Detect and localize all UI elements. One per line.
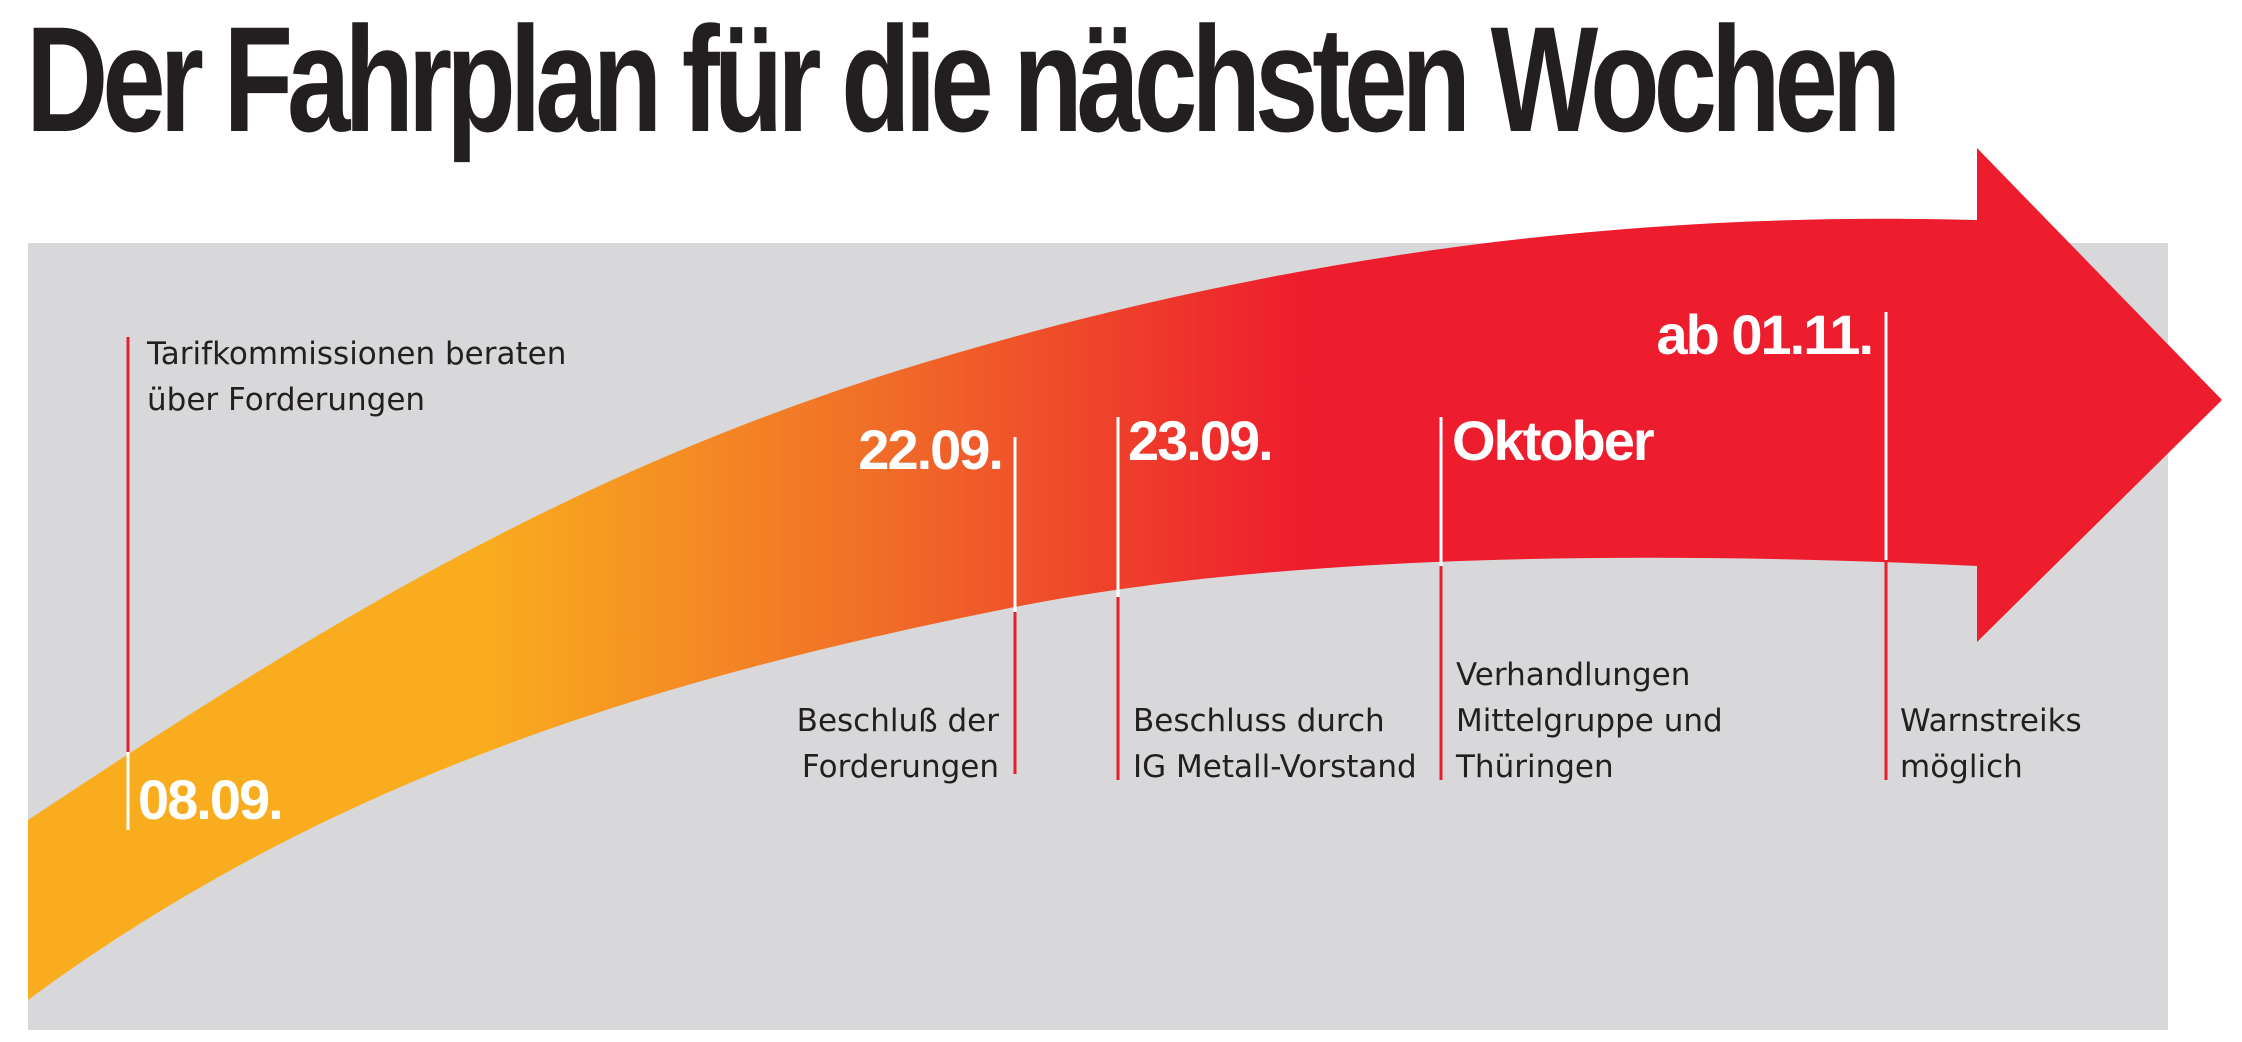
milestone-4-line-2: Mittelgruppe und <box>1456 703 1723 739</box>
milestone-2-date: 22.09. <box>858 418 1004 481</box>
milestone-3-date: 23.09. <box>1128 409 1274 472</box>
milestone-2-line-1: Beschluß der <box>796 703 999 739</box>
milestone-4-line-1: Verhandlungen <box>1456 657 1691 693</box>
milestone-1-line-2: über Forderungen <box>147 382 426 418</box>
milestone-5-line-2: möglich <box>1900 749 2023 785</box>
milestone-4-date: Oktober <box>1452 409 1655 472</box>
milestone-2-description: Beschluß der Forderungen <box>797 698 999 790</box>
milestone-3-line-2: IG Metall-Vorstand <box>1133 749 1417 785</box>
milestone-1-date: 08.09. <box>138 768 284 831</box>
milestone-5-description: Warnstreiks möglich <box>1900 698 2082 790</box>
milestone-4-description: Verhandlungen Mittelgruppe und Thüringen <box>1456 652 1723 790</box>
milestone-1-description: Tarifkommissionen beraten über Forderung… <box>147 331 566 423</box>
page-title: Der Fahrplan für die nächsten Wochen <box>26 0 1901 163</box>
milestone-4-line-3: Thüringen <box>1456 749 1614 785</box>
milestone-5-line-1: Warnstreiks <box>1900 703 2082 739</box>
milestone-2-line-2: Forderungen <box>801 749 999 785</box>
milestone-1-line-1: Tarifkommissionen beraten <box>147 336 567 372</box>
milestone-5-date: ab 01.11. <box>1656 303 1874 366</box>
timeline-arrow <box>28 148 2222 1000</box>
milestone-3-description: Beschluss durch IG Metall-Vorstand <box>1133 698 1417 790</box>
milestone-3-line-1: Beschluss durch <box>1133 703 1385 739</box>
